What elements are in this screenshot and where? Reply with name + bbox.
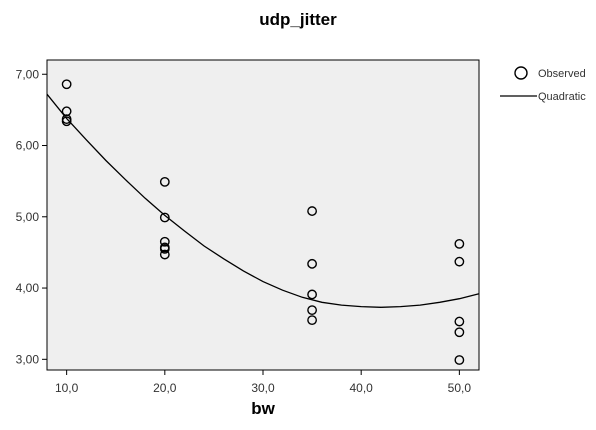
observed-point — [307, 206, 317, 216]
y-tick-label: 7,00 — [16, 67, 40, 81]
observed-point — [307, 315, 317, 326]
legend-observed-marker — [514, 66, 528, 80]
chart-title: udp_jitter — [259, 10, 337, 29]
legend-observed-label: Observed — [538, 68, 586, 80]
x-tick-label: 10,0 — [55, 381, 79, 395]
legend-quadratic-label: Quadratic — [538, 91, 586, 103]
y-tick-label: 3,00 — [16, 352, 40, 366]
y-tick-label: 5,00 — [16, 210, 40, 224]
x-tick-label: 20,0 — [153, 381, 177, 395]
x-axis: 10,0 20,0 30,0 40,0 50,0 — [55, 370, 471, 395]
observed-point — [454, 355, 465, 365]
x-tick-label: 50,0 — [448, 381, 472, 395]
observed-points-layer — [61, 79, 465, 365]
observed-point — [159, 236, 170, 247]
x-axis-label: bw — [251, 399, 275, 418]
observed-point — [159, 249, 170, 260]
observed-point — [454, 327, 465, 338]
observed-point — [159, 176, 170, 187]
observed-point — [454, 238, 465, 249]
observed-point — [61, 79, 72, 90]
observed-point — [307, 258, 317, 269]
observed-point — [159, 243, 170, 254]
x-tick-label: 40,0 — [350, 381, 374, 395]
observed-point — [454, 316, 465, 327]
quadratic-fit-layer — [46, 93, 480, 308]
quadratic-fit-line — [46, 93, 480, 308]
observed-point — [454, 256, 465, 267]
y-axis: 3,00 4,00 5,00 6,00 7,00 — [16, 67, 47, 366]
observed-point — [61, 116, 72, 127]
y-tick-label: 6,00 — [16, 139, 40, 153]
y-tick-label: 4,00 — [16, 281, 40, 295]
x-tick-label: 30,0 — [251, 381, 275, 395]
plot-area — [46, 59, 480, 371]
observed-point — [159, 212, 170, 223]
legend: Observed Quadratic — [500, 66, 586, 103]
observed-point — [307, 305, 317, 316]
observed-point — [307, 289, 317, 300]
